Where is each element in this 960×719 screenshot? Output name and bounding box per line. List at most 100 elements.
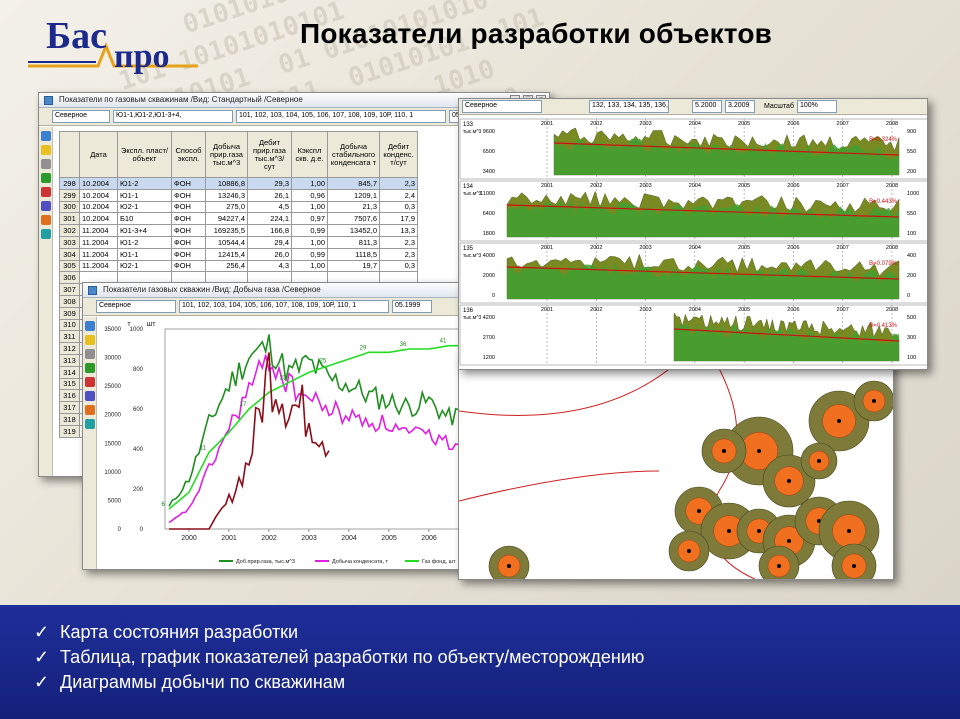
column-header[interactable]: Экспл. пласт/объект [117, 131, 172, 178]
sort-icon[interactable] [41, 215, 51, 225]
logo-text-pro: про [114, 38, 170, 75]
field-select[interactable]: Северное [96, 300, 176, 313]
table-cell: 4,3 [247, 259, 292, 273]
x-tick-label: 2005 [381, 535, 397, 542]
objects-select[interactable]: Ю1-1,Ю1-2,Ю1-3+4, [113, 110, 233, 123]
arrows-icon[interactable] [85, 377, 95, 387]
table-cell: 26,1 [247, 188, 292, 202]
feature-item: ✓ Таблица, график показателей разработки … [34, 645, 644, 670]
tool-icon[interactable] [41, 131, 51, 141]
checkmark-icon: ✓ [34, 647, 50, 667]
column-header[interactable]: Способ экспл. [171, 131, 206, 178]
y-tick-label: 9600 [483, 129, 495, 135]
trend-line [673, 328, 900, 342]
table-cell: Б10 [117, 212, 172, 226]
wells-select[interactable]: 101, 102, 103, 104, 105, 106, 107, 108, … [179, 300, 389, 313]
data-label: 29 [360, 345, 367, 351]
y-tick-label: 6400 [483, 211, 495, 217]
y-axis-title: т [127, 321, 131, 328]
well-marker [697, 509, 701, 513]
well-marker [852, 564, 856, 568]
y2-tick-label: 800 [133, 367, 144, 373]
table-cell: 12415,4 [205, 247, 248, 261]
y-tick-label: 500 [907, 315, 916, 321]
date-to-field[interactable]: 3.2009 [725, 100, 755, 113]
year-label: 2005 [738, 183, 750, 189]
column-header[interactable]: Кэкспл скв. д.е. [291, 131, 328, 178]
table-row[interactable]: 303 11.2004 Ю1-2 ФОН 10544,4 29,4 1,00 811,3 2,3 [59, 235, 418, 249]
column-header[interactable] [59, 131, 80, 178]
y2-tick-label: 400 [133, 447, 144, 453]
table-row[interactable]: 299 10.2004 Ю1-1 ФОН 13246,3 26,1 0,96 1209,1 2,… [59, 188, 418, 202]
y-tick-label: 1200 [483, 355, 495, 361]
zoom-select[interactable]: 100% [796, 100, 837, 113]
year-label: 2001 [541, 307, 553, 313]
page-title: Показатели разработки объектов [300, 18, 773, 49]
column-header[interactable]: Дебит прир.газа тыс.м^3/сут [247, 131, 292, 178]
tool-icon[interactable] [85, 321, 95, 331]
table-cell: 1,00 [291, 177, 328, 190]
chart-icon[interactable] [85, 363, 95, 373]
data-label: 17 [240, 402, 247, 408]
export-icon[interactable] [41, 229, 51, 239]
table-cell: 0,96 [291, 188, 328, 202]
table-row[interactable]: 302 11.2004 Ю1-3+4 ФОН 169235,5 166,8 0,99 1345… [59, 224, 418, 237]
date-from-field[interactable]: 5.2000 [692, 100, 722, 113]
table-cell: 300 [59, 200, 80, 214]
table-row[interactable]: 305 11.2004 Ю2-1 ФОН 256,4 4,3 1,00 19,7 0,3 [59, 259, 418, 273]
table-cell: 1118,5 [327, 247, 380, 261]
table-cell: 0,99 [291, 224, 328, 237]
table-cell: Ю1-2 [117, 177, 172, 190]
year-label: 2007 [837, 183, 849, 189]
table-row[interactable]: 298 10.2004 Ю1-2 ФОН 10886,8 29,3 1,00 845,7 2,3 [59, 177, 418, 190]
table-cell: Ю1-3+4 [117, 224, 172, 237]
table-cell: ФОН [171, 200, 206, 214]
table-row[interactable]: 301 10.2004 Б10 ФОН 94227,4 224,1 0,97 7507,6 17… [59, 212, 418, 226]
column-header[interactable]: Дата [79, 131, 118, 178]
row-number: 314 [59, 365, 80, 379]
year-label: 2002 [590, 245, 602, 251]
filter-icon[interactable] [85, 391, 95, 401]
y-tick-label: 550 [907, 149, 916, 155]
year-label: 2003 [639, 183, 651, 189]
year-label: 2001 [541, 183, 553, 189]
y-tick-label: 2700 [483, 335, 495, 341]
table-row[interactable]: 306 [59, 271, 418, 285]
table-cell: 1,00 [291, 259, 328, 273]
table-row[interactable]: 304 11.2004 Ю1-1 ФОН 12415,4 26,0 0,99 1118,5 2,… [59, 247, 418, 261]
arrows-icon[interactable] [41, 187, 51, 197]
chart-icon[interactable] [41, 173, 51, 183]
feature-item: ✓ Карта состояния разработки [34, 620, 644, 645]
grid-icon[interactable] [85, 349, 95, 359]
y2-tick-label: 200 [133, 487, 144, 493]
filter-icon[interactable] [41, 201, 51, 211]
table-cell: 19,7 [327, 259, 380, 273]
year-label: 2002 [590, 183, 602, 189]
table-cell: 256,4 [205, 259, 248, 273]
year-label: 2006 [787, 183, 799, 189]
column-header[interactable]: Дебит конденс. т/сут [379, 131, 418, 178]
feature-item: ✓ Диаграммы добычи по скважинам [34, 670, 644, 695]
sort-icon[interactable] [85, 405, 95, 415]
grid-icon[interactable] [41, 159, 51, 169]
well-marker [507, 564, 511, 568]
export-icon[interactable] [85, 419, 95, 429]
row-number: 316 [59, 389, 80, 403]
wells-select[interactable]: 132, 133, 134, 135, 136, 137, 1 [589, 100, 669, 113]
column-header[interactable]: Добыча стабильного конденсата т [327, 131, 380, 178]
y-tick-label: 550 [907, 211, 916, 217]
field-select[interactable]: Северное [52, 110, 110, 123]
year-label: 2005 [738, 245, 750, 251]
column-header[interactable]: Добыча прир.газа тыс.м^3 [205, 131, 248, 178]
feature-text: Карта состояния разработки [60, 622, 299, 642]
lightning-icon[interactable] [41, 145, 51, 155]
date-field[interactable]: 05.1999 [392, 300, 432, 313]
field-select[interactable]: Северное [462, 100, 542, 113]
wells-select[interactable]: 101, 102, 103, 104, 105, 106, 107, 108, … [236, 110, 446, 123]
lightning-icon[interactable] [85, 335, 95, 345]
table-cell: 298 [59, 177, 80, 190]
trend-label: B=0.443% [869, 199, 898, 205]
table-cell: 169235,5 [205, 224, 248, 237]
table-row[interactable]: 300 10.2004 Ю2-1 ФОН 275,0 4,5 1,00 21,3 0,3 [59, 200, 418, 214]
year-label: 2003 [639, 307, 651, 313]
